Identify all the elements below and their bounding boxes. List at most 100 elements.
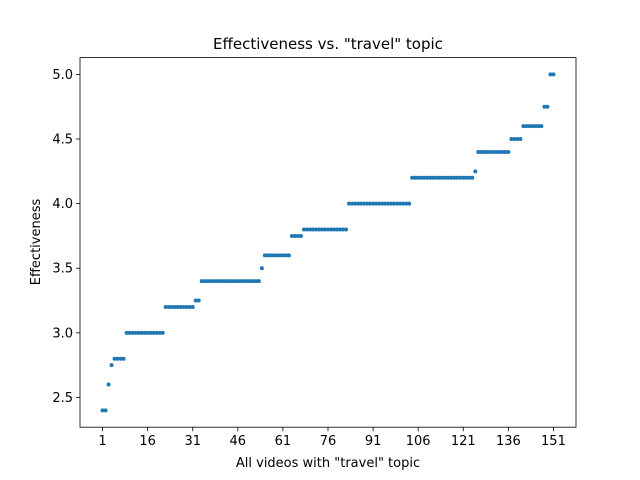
point <box>470 175 475 180</box>
point <box>473 169 478 174</box>
point <box>509 137 514 142</box>
point <box>497 149 502 154</box>
point <box>250 279 255 284</box>
point <box>199 279 204 284</box>
point <box>274 253 279 258</box>
point <box>229 279 234 284</box>
point <box>235 279 240 284</box>
point <box>256 279 261 284</box>
point <box>100 408 105 413</box>
point <box>307 227 312 232</box>
point <box>401 201 406 206</box>
point <box>112 356 117 361</box>
point <box>458 175 463 180</box>
point <box>319 227 324 232</box>
point <box>353 201 358 206</box>
point <box>545 104 550 109</box>
point <box>244 279 249 284</box>
point <box>106 382 111 387</box>
point <box>338 227 343 232</box>
x-tick-label: 1 <box>98 434 106 449</box>
point <box>145 330 150 335</box>
point <box>157 330 162 335</box>
point <box>277 253 282 258</box>
point <box>533 124 538 129</box>
point <box>329 227 334 232</box>
point <box>374 201 379 206</box>
point <box>208 279 213 284</box>
point <box>530 124 535 129</box>
point <box>214 279 219 284</box>
point <box>304 227 309 232</box>
point <box>310 227 315 232</box>
point <box>488 149 493 154</box>
point <box>449 175 454 180</box>
point <box>419 175 424 180</box>
point <box>398 201 403 206</box>
point <box>380 201 385 206</box>
point <box>350 201 355 206</box>
point <box>524 124 529 129</box>
point <box>527 124 532 129</box>
point <box>365 201 370 206</box>
point <box>506 149 511 154</box>
point <box>163 305 168 310</box>
point <box>154 330 159 335</box>
point <box>410 175 415 180</box>
point <box>428 175 433 180</box>
point <box>455 175 460 180</box>
point <box>416 175 421 180</box>
x-tick-label: 46 <box>230 434 247 449</box>
point <box>413 175 418 180</box>
point <box>404 201 409 206</box>
point <box>223 279 228 284</box>
point <box>262 253 267 258</box>
point <box>356 201 361 206</box>
point <box>386 201 391 206</box>
point <box>193 298 198 303</box>
y-tick-label: 4.5 <box>52 133 73 148</box>
point <box>271 253 276 258</box>
point <box>172 305 177 310</box>
point <box>446 175 451 180</box>
point <box>371 201 376 206</box>
point <box>437 175 442 180</box>
point <box>494 149 499 154</box>
x-tick-label: 16 <box>139 434 156 449</box>
point <box>551 72 556 77</box>
point <box>181 305 186 310</box>
point <box>392 201 397 206</box>
y-tick-label: 3.0 <box>52 326 73 341</box>
point <box>103 408 108 413</box>
y-tick-label: 2.5 <box>52 391 73 406</box>
point <box>383 201 388 206</box>
point <box>431 175 436 180</box>
point <box>109 363 114 368</box>
point <box>220 279 225 284</box>
y-axis-label: Effectiveness <box>29 199 44 286</box>
point <box>440 175 445 180</box>
point <box>280 253 285 258</box>
point <box>196 298 201 303</box>
point <box>518 137 523 142</box>
point <box>211 279 216 284</box>
point <box>542 104 547 109</box>
point <box>121 356 126 361</box>
point <box>467 175 472 180</box>
point <box>491 149 496 154</box>
point <box>298 233 303 238</box>
point <box>301 227 306 232</box>
point <box>341 227 346 232</box>
point <box>268 253 273 258</box>
point <box>265 253 270 258</box>
point <box>368 201 373 206</box>
point <box>187 305 192 310</box>
point <box>362 201 367 206</box>
point <box>395 201 400 206</box>
point <box>335 227 340 232</box>
point <box>434 175 439 180</box>
point <box>536 124 541 129</box>
point <box>521 124 526 129</box>
point <box>389 201 394 206</box>
x-tick-label: 61 <box>275 434 292 449</box>
